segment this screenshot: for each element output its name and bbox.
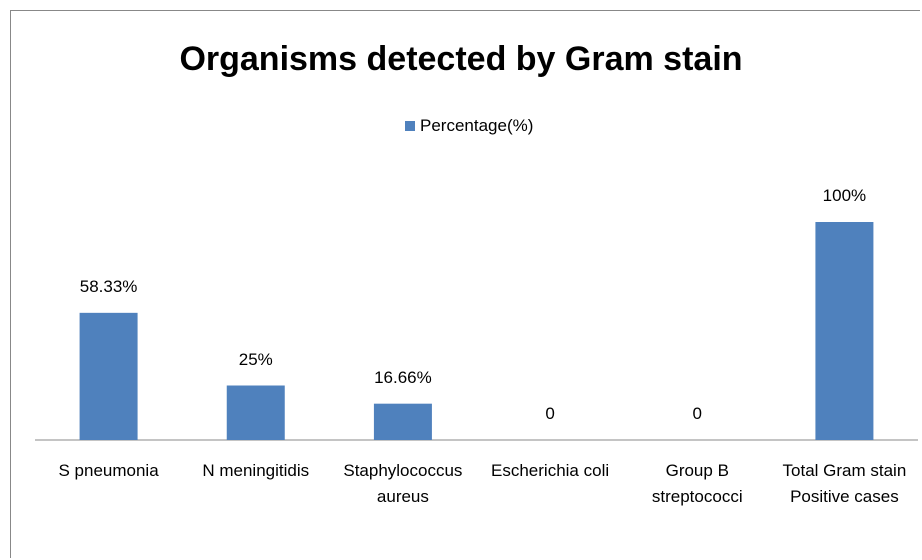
bar [79, 312, 138, 440]
data-label: 16.66% [374, 367, 432, 387]
bar [226, 385, 285, 440]
x-tick-label: Total Gram stain Positive cases [782, 461, 907, 506]
x-tick-label: N meningitidis [202, 461, 310, 480]
data-label: 0 [545, 404, 555, 423]
data-label: 0 [692, 404, 702, 423]
chart-frame [10, 10, 920, 558]
x-tick-label: Group B streptococci [651, 461, 743, 506]
x-tick-label: S pneumonia [58, 461, 159, 480]
legend: Percentage(%) [405, 116, 533, 136]
bar [815, 222, 874, 440]
data-label: 25% [238, 349, 273, 369]
legend-label: Percentage(%) [420, 116, 534, 135]
data-label: 100% [822, 186, 867, 205]
chart-title: Organisms detected by Gram stain [179, 40, 743, 78]
data-label: 58.33% [79, 276, 138, 296]
x-tick-label: Staphylococcus aureus [343, 461, 463, 506]
bar [373, 403, 432, 440]
legend-swatch [405, 121, 415, 131]
x-tick-label: Escherichia coli [491, 461, 610, 480]
